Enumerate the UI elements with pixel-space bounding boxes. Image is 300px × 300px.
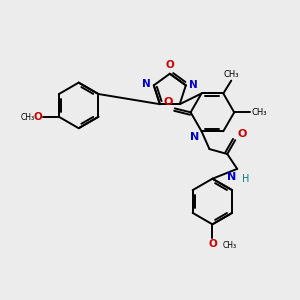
Text: CH₃: CH₃ bbox=[21, 113, 35, 122]
Text: N: N bbox=[189, 80, 198, 90]
Text: O: O bbox=[165, 60, 174, 70]
Text: N: N bbox=[227, 172, 236, 182]
Text: CH₃: CH₃ bbox=[224, 70, 239, 79]
Text: O: O bbox=[208, 239, 217, 249]
Text: O: O bbox=[33, 112, 42, 122]
Text: N: N bbox=[142, 80, 151, 89]
Text: N: N bbox=[190, 132, 200, 142]
Text: CH₃: CH₃ bbox=[222, 241, 236, 250]
Text: H: H bbox=[242, 174, 250, 184]
Text: CH₃: CH₃ bbox=[251, 108, 267, 117]
Text: O: O bbox=[164, 98, 173, 107]
Text: O: O bbox=[237, 129, 247, 139]
